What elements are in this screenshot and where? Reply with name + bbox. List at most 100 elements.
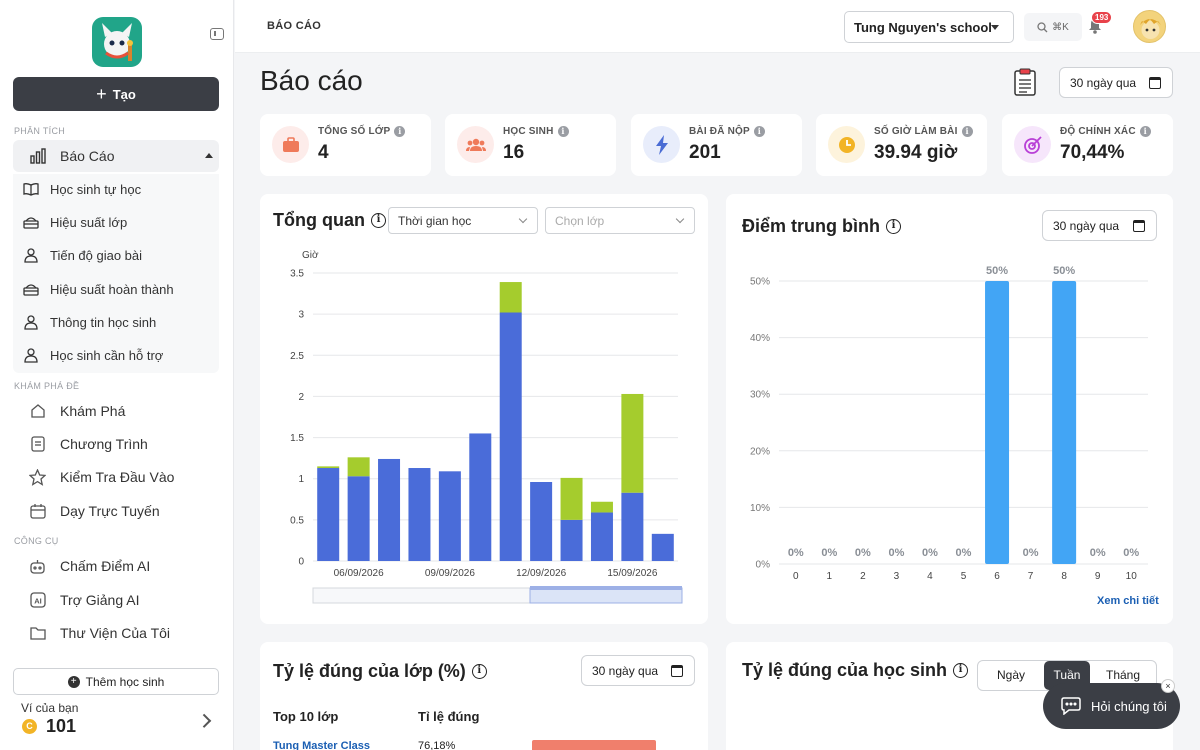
clock-icon <box>828 126 865 163</box>
create-button[interactable]: + Tạo <box>13 77 219 111</box>
briefcase-icon <box>272 126 309 163</box>
x-tick-label: 7 <box>1028 571 1034 582</box>
x-tick-label: 8 <box>1061 571 1067 582</box>
plus-circle-icon: + <box>67 675 80 688</box>
ask-us-button[interactable]: Hỏi chúng tôi <box>1043 683 1180 729</box>
sidebar-item-label: Thư Viện Của Tôi <box>60 625 171 641</box>
info-icon[interactable]: i <box>370 213 386 228</box>
create-label: Tạo <box>112 86 136 102</box>
info-icon[interactable]: i <box>961 126 973 137</box>
chat-icon <box>1061 697 1081 715</box>
close-help-icon[interactable]: × <box>1161 679 1175 693</box>
y-tick-label: 3.5 <box>290 269 304 280</box>
x-tick-label: 10 <box>1126 571 1138 582</box>
x-tick-label: 2 <box>860 571 866 582</box>
x-tick-label: 1 <box>827 571 833 582</box>
y-tick-label: 0% <box>756 560 771 571</box>
column-header-accuracy: Tỉ lệ đúng <box>418 709 480 724</box>
y-tick-label: 1.5 <box>290 433 304 444</box>
calendar-icon <box>1149 77 1161 89</box>
average-score-title: Điểm trung bình i <box>742 216 901 237</box>
zoom-slider-handle <box>530 586 682 590</box>
data-label: 0% <box>956 547 972 559</box>
y-tick-label: 2 <box>298 392 304 403</box>
x-tick-label: 09/09/2026 <box>425 568 475 579</box>
sidebar-item-label: Khám Phá <box>60 403 126 419</box>
sidebar-item-report[interactable]: Báo Cáo <box>13 140 219 172</box>
student-accuracy-title: Tỷ lệ đúng của học sinh i <box>742 660 969 681</box>
search-shortcut: ⌘K <box>1052 21 1069 33</box>
submenu-item-label: Tiến độ giao bài <box>50 247 143 263</box>
submenu-item-class-performance[interactable]: Hiệu suất lớp <box>23 214 127 230</box>
tab-day[interactable]: Ngày <box>996 668 1025 682</box>
bar-segment-0 <box>499 312 522 561</box>
date-range-label: 30 ngày qua <box>1053 218 1120 233</box>
submenu-item-assignment-progress[interactable]: Tiến độ giao bài <box>23 247 142 263</box>
app-logo[interactable] <box>92 17 142 67</box>
info-icon[interactable]: i <box>753 126 765 137</box>
y-tick-label: 0 <box>298 557 304 568</box>
calendar-icon <box>671 665 683 677</box>
view-details-link[interactable]: Xem chi tiết <box>1097 595 1159 607</box>
bar-segment-0 <box>530 482 553 561</box>
class-accuracy-date-picker[interactable]: 30 ngày qua <box>581 655 695 686</box>
sidebar-item-curriculum[interactable]: Chương Trình <box>13 428 219 460</box>
data-label: 0% <box>821 547 837 559</box>
info-icon[interactable]: i <box>953 663 969 678</box>
info-icon[interactable]: i <box>471 664 487 679</box>
bar-segment-0 <box>651 533 674 561</box>
caret-up-icon[interactable] <box>205 153 213 158</box>
data-label: 50% <box>986 265 1008 277</box>
submenu-item-self-study[interactable]: Học sinh tự học <box>23 181 141 197</box>
clipboard-icon[interactable] <box>1014 68 1036 96</box>
info-icon[interactable]: i <box>394 126 406 137</box>
stat-card-accuracy: ĐỘ CHÍNH XÁC i 70,44% <box>1002 114 1173 176</box>
sidebar-item-ai-grading[interactable]: Chấm Điểm AI <box>13 550 219 582</box>
school-selector[interactable]: Tung Nguyen's school <box>844 11 1014 43</box>
info-icon[interactable]: i <box>1139 126 1151 137</box>
bar-segment-0 <box>590 512 613 561</box>
section-label-analysis: PHÂN TÍCH <box>14 126 66 136</box>
page-date-range-picker[interactable]: 30 ngày qua <box>1059 67 1173 98</box>
sidebar-item-ai-assistant[interactable]: AI Trợ Giảng AI <box>13 584 219 616</box>
group-icon <box>457 126 494 163</box>
select-placeholder: Chọn lớp <box>555 213 605 228</box>
sidebar-collapse-icon[interactable] <box>210 28 224 40</box>
sidebar-item-entrance-test[interactable]: Kiểm Tra Đầu Vào <box>13 461 219 493</box>
info-icon[interactable]: i <box>557 126 569 137</box>
bar-segment-0 <box>560 519 583 561</box>
class-name-link[interactable]: Tung Master Class <box>273 740 370 750</box>
sidebar-item-online-teaching[interactable]: Dạy Trực Tuyến <box>13 495 219 527</box>
average-date-range-picker[interactable]: 30 ngày qua <box>1042 210 1157 241</box>
sidebar-item-my-library[interactable]: Thư Viện Của Tôi <box>13 617 219 649</box>
top-bar: BÁO CÁO Tung Nguyen's school ⌘K 193 <box>235 0 1200 53</box>
sidebar-item-explore[interactable]: Khám Phá <box>13 395 219 427</box>
notification-badge: 193 <box>1091 11 1113 24</box>
avatar[interactable] <box>1133 10 1166 43</box>
accuracy-bar <box>532 740 656 750</box>
search-icon <box>1037 21 1048 32</box>
data-label: 0% <box>788 547 804 559</box>
chevron-right-icon[interactable] <box>197 713 212 728</box>
tab-month[interactable]: Tháng <box>1105 668 1141 682</box>
submenu-item-need-support[interactable]: Học sinh cần hỗ trợ <box>23 347 163 363</box>
info-icon[interactable]: i <box>886 219 901 234</box>
calendar-icon <box>29 503 46 520</box>
stat-value: 4 <box>318 142 329 163</box>
stat-label: SỐ GIỜ LÀM BÀI i <box>874 126 973 137</box>
stat-label: HỌC SINH i <box>503 126 569 137</box>
y-tick-label: 1 <box>298 474 304 485</box>
x-tick-label: 0 <box>793 571 799 582</box>
submenu-item-completion-performance[interactable]: Hiệu suất hoàn thành <box>23 281 174 297</box>
study-time-select[interactable]: Thời gian học <box>388 207 538 234</box>
sidebar-item-label: Kiểm Tra Đầu Vào <box>60 469 175 485</box>
overview-title: Tổng quan i <box>273 210 386 231</box>
y-tick-label: 30% <box>750 390 770 401</box>
search-button[interactable]: ⌘K <box>1024 13 1082 41</box>
add-student-button[interactable]: + Thêm học sinh <box>13 668 219 695</box>
class-select[interactable]: Chọn lớp <box>545 207 695 234</box>
date-range-label: 30 ngày qua <box>592 663 659 678</box>
class-accuracy-value: 76,18% <box>418 740 456 750</box>
breadcrumb: BÁO CÁO <box>267 20 322 32</box>
submenu-item-student-info[interactable]: Thông tin học sinh <box>23 314 156 330</box>
